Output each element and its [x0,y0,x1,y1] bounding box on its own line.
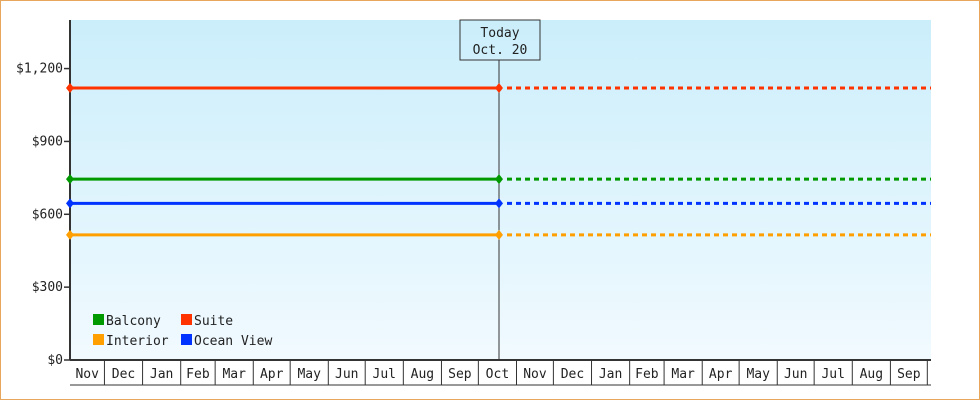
series-ocean-view [66,198,931,209]
y-tick-label: $0 [47,353,63,368]
today-date: Oct. 20 [473,43,528,58]
y-tick-label: $300 [32,280,63,295]
legend-swatch [181,334,192,345]
x-axis: Nov Dec Jan Feb Mar Apr May Jun Jul Aug Sep Oct Nov D… [70,359,931,386]
data-point[interactable] [495,198,503,209]
y-axis: $0 $300 $600 $900 $1,200 [16,20,71,368]
legend-item: Interior [93,334,169,349]
x-tick-label: Dec [561,367,584,382]
x-tick-label: Jan [150,367,173,382]
legend: Balcony Suite Interior Ocean View [93,314,272,349]
x-tick-label: Jun [784,367,807,382]
legend-swatch [181,314,192,325]
data-point[interactable] [66,198,74,209]
x-tick-label: Mar [671,367,695,382]
legend-label: Ocean View [194,334,272,349]
series-interior [66,229,931,240]
x-tick-label: Nov [523,367,547,382]
data-point[interactable] [66,174,74,185]
x-tick-label: Jul [821,367,844,382]
y-tick-label: $600 [32,207,63,222]
legend-label: Interior [106,334,169,349]
data-point[interactable] [495,229,503,240]
x-tick-label: Dec [112,367,135,382]
data-point[interactable] [495,174,503,185]
x-tick-label: Sep [448,367,472,382]
x-tick-label: Oct [486,367,509,382]
today-box [459,19,541,61]
y-tick-label: $1,200 [16,62,63,77]
x-tick-label: May [297,367,321,382]
x-tick-label: Feb [186,367,210,382]
legend-item: Suite [181,314,233,329]
legend-label: Balcony [106,314,161,329]
data-point[interactable] [66,229,74,240]
x-tick-label: Mar [222,367,246,382]
x-tick-label: Jul [373,367,396,382]
data-point[interactable] [495,83,503,93]
data-point[interactable] [66,83,74,93]
today-marker: Today Oct. 20 [459,19,541,360]
x-tick-label: Jun [335,367,358,382]
x-tick-label: Aug [411,367,434,382]
legend-item: Balcony [93,314,161,329]
x-tick-label: Apr [709,367,733,382]
y-tick-label: $900 [32,134,63,149]
series-suite [66,83,931,93]
legend-swatch [93,314,104,325]
series-balcony [66,174,931,185]
x-tick-label: Aug [860,367,883,382]
legend-swatch [93,334,104,345]
x-tick-label: Jan [599,367,622,382]
x-tick-label: Sep [897,367,921,382]
x-tick-label: Nov [75,367,99,382]
x-tick-label: Feb [635,367,659,382]
x-tick-label: Apr [260,367,284,382]
legend-item: Ocean View [181,334,272,349]
today-label: Today [480,26,519,41]
plot-area [70,20,931,360]
series-group [66,83,931,240]
legend-label: Suite [194,314,233,329]
x-tick-label: May [746,367,770,382]
